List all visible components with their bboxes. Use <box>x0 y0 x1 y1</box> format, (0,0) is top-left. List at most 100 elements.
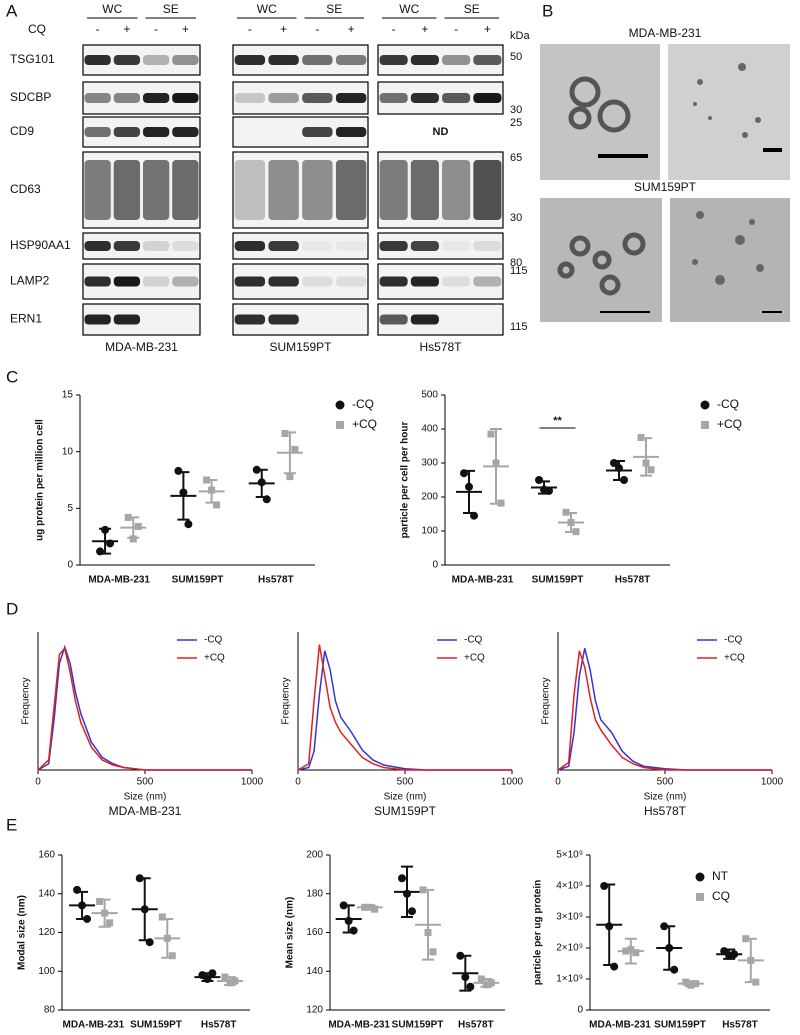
scale-bars <box>598 148 782 313</box>
blot-band <box>142 93 170 103</box>
treatment-label: + <box>484 22 491 36</box>
blot-band <box>379 93 408 103</box>
legend-marker <box>700 400 710 410</box>
blot-box <box>232 81 369 115</box>
x-tick-label: 1000 <box>241 777 264 788</box>
blot-band <box>410 55 439 65</box>
blot-band <box>473 241 502 251</box>
data-point <box>106 919 114 927</box>
y-tick-label: 140 <box>306 966 323 977</box>
blot-band <box>379 160 408 220</box>
blot-band <box>84 55 111 65</box>
blot-band <box>410 93 439 103</box>
em-title: SUM159PT <box>634 180 697 194</box>
blot-band <box>234 160 266 220</box>
blot-band <box>410 276 439 287</box>
blot-band <box>84 276 111 287</box>
y-axis-label: Frequency <box>281 677 292 724</box>
panel-label: B <box>542 1 553 20</box>
x-tick-label: 0 <box>35 777 41 788</box>
kda-marker: 25 <box>510 117 522 129</box>
y-tick-label: 500 <box>421 390 438 401</box>
blot-band <box>268 55 299 65</box>
legend-marker <box>335 400 345 410</box>
chart-title: MDA-MB-231 <box>109 804 182 818</box>
y-tick-label: 100 <box>421 526 438 537</box>
legend-marker <box>696 893 704 901</box>
treatment-label: + <box>348 22 355 36</box>
blot-band <box>268 160 299 220</box>
data-point <box>291 445 299 453</box>
blot-band <box>234 276 266 287</box>
y-tick-label: 4×10⁹ <box>556 881 583 892</box>
row-label: SDCBP <box>10 90 51 104</box>
x-tick-label: MDA-MB-231 <box>62 1020 124 1031</box>
blot-band <box>473 160 502 220</box>
blot-band <box>234 55 266 65</box>
data-point <box>213 501 221 509</box>
fraction-label: WC <box>102 2 122 16</box>
y-tick-label: 300 <box>421 458 438 469</box>
em-title: MDA-MB-231 <box>629 26 702 40</box>
treatment-label: - <box>315 22 319 36</box>
panel-label: D <box>6 599 18 618</box>
blot-band <box>410 160 439 220</box>
data-point <box>466 982 475 991</box>
blot-band <box>302 160 333 220</box>
blot-band <box>142 241 170 251</box>
blot-band <box>302 127 333 137</box>
blot-band <box>172 276 199 287</box>
blot-band <box>268 276 299 287</box>
blot-band <box>172 241 199 251</box>
blot-band <box>410 241 439 251</box>
fraction-label: WC <box>257 2 277 16</box>
blot-band <box>172 55 199 65</box>
data-point <box>487 430 495 438</box>
em-image <box>668 44 790 180</box>
x-tick-label: MDA-MB-231 <box>452 575 514 586</box>
row-label: CD9 <box>10 124 34 138</box>
blot-band <box>335 55 367 65</box>
blot-band <box>172 93 199 103</box>
y-tick-label: 100 <box>38 966 55 977</box>
row-label: ERN1 <box>10 312 42 326</box>
treatment-label: + <box>182 22 189 36</box>
blot-band <box>113 314 141 325</box>
blot-band <box>113 160 141 220</box>
blot-band <box>172 127 199 137</box>
y-tick-label: 15 <box>62 390 74 401</box>
kda-marker: 115 <box>510 321 528 333</box>
kda-marker: 50 <box>510 51 522 63</box>
y-tick-label: 2×10⁹ <box>556 943 583 954</box>
treatment-label: - <box>154 22 158 36</box>
y-tick-label: 0 <box>577 1005 583 1016</box>
blot-band <box>113 55 141 65</box>
fraction-label: SE <box>163 2 179 16</box>
blot-band <box>84 160 111 220</box>
blot-band <box>302 55 333 65</box>
blot-band <box>473 276 502 287</box>
row-label: HSP90AA1 <box>10 238 71 252</box>
blot-band <box>335 241 367 251</box>
y-tick-label: 200 <box>306 850 323 861</box>
legend-label: -CQ <box>204 635 223 646</box>
blot-band <box>113 93 141 103</box>
legend-label: -CQ <box>464 635 483 646</box>
blot-band <box>379 55 408 65</box>
y-tick-label: 10 <box>62 446 74 457</box>
blot-band <box>379 314 408 325</box>
x-tick-label: Hs578T <box>258 575 294 586</box>
x-tick-label: 1000 <box>761 777 784 788</box>
blot-band <box>442 55 471 65</box>
cq-label: CQ <box>28 22 46 36</box>
kda-marker: 65 <box>510 152 522 164</box>
vesicles-small <box>692 63 764 285</box>
blot-band <box>410 314 439 325</box>
blot-band <box>335 93 367 103</box>
legend-label: NT <box>712 869 729 883</box>
legend-marker <box>336 421 344 429</box>
panel-label: C <box>6 367 18 386</box>
y-axis-label: ug protein per million cell <box>35 419 46 541</box>
y-tick-label: 400 <box>421 424 438 435</box>
y-tick-label: 200 <box>421 492 438 503</box>
